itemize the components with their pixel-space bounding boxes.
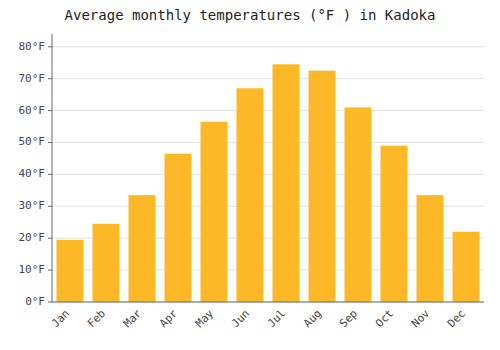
grid-line — [52, 110, 484, 111]
x-tick-label: Mar — [121, 307, 145, 331]
grid-line — [52, 78, 484, 79]
x-tick-label: Jan — [49, 307, 72, 330]
x-tick-label: May — [193, 307, 217, 331]
y-tick-label: 50°F — [19, 135, 46, 148]
y-tick — [48, 78, 52, 79]
bar — [417, 195, 444, 302]
y-tick — [48, 46, 52, 47]
y-tick-label: 40°F — [19, 167, 46, 180]
title: Average monthly temperatures (°F ) in Ka… — [65, 7, 436, 23]
bar — [57, 240, 84, 302]
x-tick-label: Sep — [337, 307, 360, 330]
bar — [129, 195, 156, 302]
x-tick-label: Apr — [157, 307, 181, 331]
grid-line — [52, 174, 484, 175]
bar — [345, 107, 372, 302]
bar — [201, 122, 228, 302]
x-tick-label: Jun — [229, 307, 252, 330]
grid-line — [52, 142, 484, 143]
x-tick-label: Oct — [373, 307, 396, 330]
y-tick-label: 20°F — [19, 231, 46, 244]
y-grid — [52, 47, 484, 302]
x-tick-label: Aug — [301, 307, 324, 330]
chart-container: 0°F 10°F 20°F 30°F 40°F 50°F 60°F 70°F 80°F Jan Fe… — [0, 0, 500, 350]
x-tick-label: Jul — [265, 307, 288, 330]
bar — [165, 154, 192, 302]
bar — [453, 232, 480, 302]
y-tick — [48, 270, 52, 271]
y-axis-line — [52, 34, 53, 302]
y-tick — [48, 302, 52, 303]
chart: 0°F 10°F 20°F 30°F 40°F 50°F 60°F 70°F 80°F Jan Fe… — [0, 0, 500, 350]
y-tick-label: 80°F — [19, 40, 46, 53]
y-tick — [48, 142, 52, 143]
x-tick-label: Dec — [445, 307, 468, 330]
bar — [309, 71, 336, 302]
bar — [237, 88, 264, 302]
x-axis-labels: Jan Feb Mar Apr May Jun Jul Aug Sep Oct Nov Dec — [49, 307, 468, 331]
x-tick-label: Feb — [85, 307, 108, 330]
bar — [93, 224, 120, 302]
y-axis-labels: 0°F 10°F 20°F 30°F 40°F 50°F 60°F 70°F 80°F — [19, 40, 53, 308]
x-tick-label: Nov — [409, 307, 433, 331]
bar — [273, 64, 300, 302]
y-tick — [48, 174, 52, 175]
y-tick-label: 70°F — [19, 72, 46, 85]
bar — [381, 146, 408, 302]
x-axis-line — [52, 302, 484, 303]
y-tick-label: 60°F — [19, 104, 46, 117]
y-tick — [48, 206, 52, 207]
y-tick-label: 10°F — [19, 263, 46, 276]
grid-line — [52, 302, 484, 303]
y-tick — [48, 238, 52, 239]
y-tick — [48, 110, 52, 111]
grid-line — [52, 46, 484, 47]
y-tick-label: 30°F — [19, 199, 46, 212]
bars — [57, 64, 480, 302]
y-tick-label: 0°F — [25, 295, 45, 308]
